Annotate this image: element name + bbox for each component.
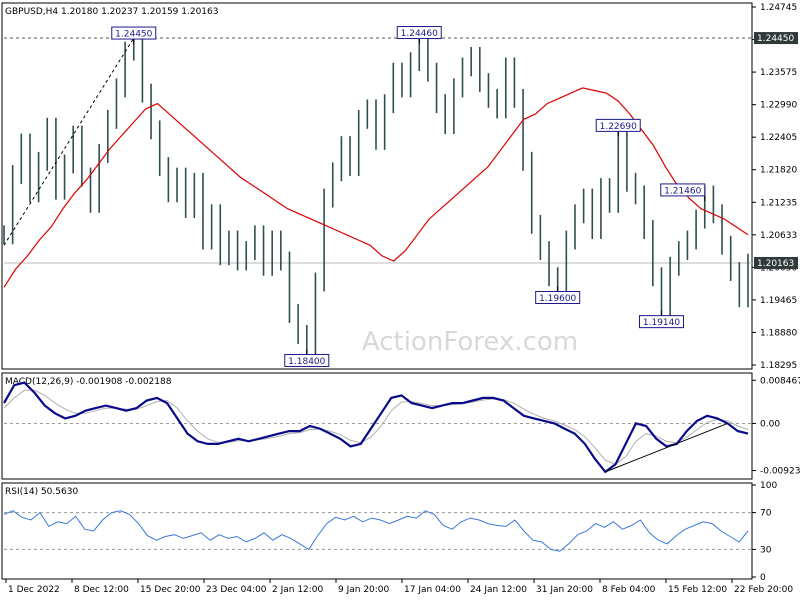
price-tick-label: 1.21235 (760, 198, 797, 208)
macd-tick-label: -0.009233 (760, 467, 800, 477)
annotation-box (660, 183, 706, 197)
price-tick-label: 1.23575 (760, 68, 797, 78)
annotation-box (396, 26, 442, 40)
macd-line (3, 381, 749, 474)
price-panel-frame (1, 2, 753, 370)
annotation-box (111, 26, 157, 40)
axis-highlight-box (754, 256, 798, 269)
x-tick-label: 8 Feb 04:00 (602, 585, 656, 595)
annotation-label: 1.19600 (539, 294, 576, 304)
price-tick-label: 1.22990 (760, 101, 797, 111)
chart-title: GBPUSD,H4 1.20180 1.20237 1.20159 1.2016… (5, 7, 218, 17)
annotation-label: 1.22690 (600, 122, 637, 132)
price-layer: 1.24450 1.24460 1.18400 1.22690 1.21460 1.196… (3, 26, 752, 367)
annotation-label: 1.18400 (288, 357, 325, 367)
axis-highlight-box (754, 32, 798, 45)
x-tick-label: 17 Jan 04:00 (404, 585, 461, 595)
x-tick-label: 31 Jan 20:00 (536, 585, 593, 595)
macd-tick-label: 0.00 (760, 419, 780, 429)
trend-dashed-line (3, 37, 135, 246)
macd-tick-label: 0.008467 (760, 376, 800, 386)
annotation-box (595, 118, 641, 132)
annotation-label: 1.24460 (401, 29, 438, 39)
x-tick-label: 15 Feb 12:00 (668, 585, 727, 595)
x-tick-label: 22 Feb 20:00 (734, 585, 793, 595)
x-tick-label: 24 Jan 12:00 (470, 585, 527, 595)
macd-trendline (605, 422, 728, 473)
price-tick-label: 1.19465 (760, 296, 797, 306)
price-tick-label: 1.24745 (760, 3, 797, 13)
rsi-tick-label: 70 (760, 509, 772, 519)
x-tick-label: 9 Jan 20:00 (338, 585, 390, 595)
x-tick-label: 15 Dec 20:00 (140, 585, 201, 595)
rsi-line (3, 510, 749, 552)
x-tick-label: 8 Dec 12:00 (74, 585, 129, 595)
price-tick-label: 1.20633 (760, 231, 797, 241)
price-tick-label: 1.18880 (760, 328, 797, 338)
axis-highlight-label: 1.24450 (757, 34, 794, 44)
price-tick-label: 1.21820 (760, 166, 797, 176)
axis-highlight-label: 1.20163 (757, 259, 794, 269)
macd-layer (3, 381, 752, 474)
x-tick-label: 2 Jan 12:00 (272, 585, 324, 595)
rsi-tick-label: 30 (760, 545, 772, 555)
annotation-box (638, 315, 684, 329)
annotation-box (284, 353, 330, 367)
rsi-tick-label: 100 (760, 481, 777, 491)
price-tick-label: 1.22405 (760, 133, 797, 143)
axis-layer: 1.247451.241601.235751.229901.224051.218… (5, 3, 800, 595)
x-tick-label: 1 Dec 2022 (8, 585, 60, 595)
annotation-label: 1.21460 (664, 186, 701, 196)
price-tick-label: 1.18295 (760, 361, 797, 371)
rsi-panel-frame (1, 482, 753, 580)
rsi-label: RSI(14) 50.5630 (5, 487, 78, 497)
annotation-box (535, 291, 581, 305)
annotation-label: 1.24450 (115, 30, 152, 40)
x-tick-label: 23 Dec 04:00 (206, 585, 267, 595)
rsi-layer (3, 510, 752, 552)
macd-panel-frame (1, 372, 753, 480)
annotation-label: 1.19140 (643, 318, 680, 328)
rsi-tick-label: 0 (760, 573, 766, 583)
watermark: ActionForex.com (362, 327, 578, 357)
macd-label: MACD(12,26,9) -0.001908 -0.002188 (5, 377, 172, 387)
ema-line (3, 87, 749, 288)
